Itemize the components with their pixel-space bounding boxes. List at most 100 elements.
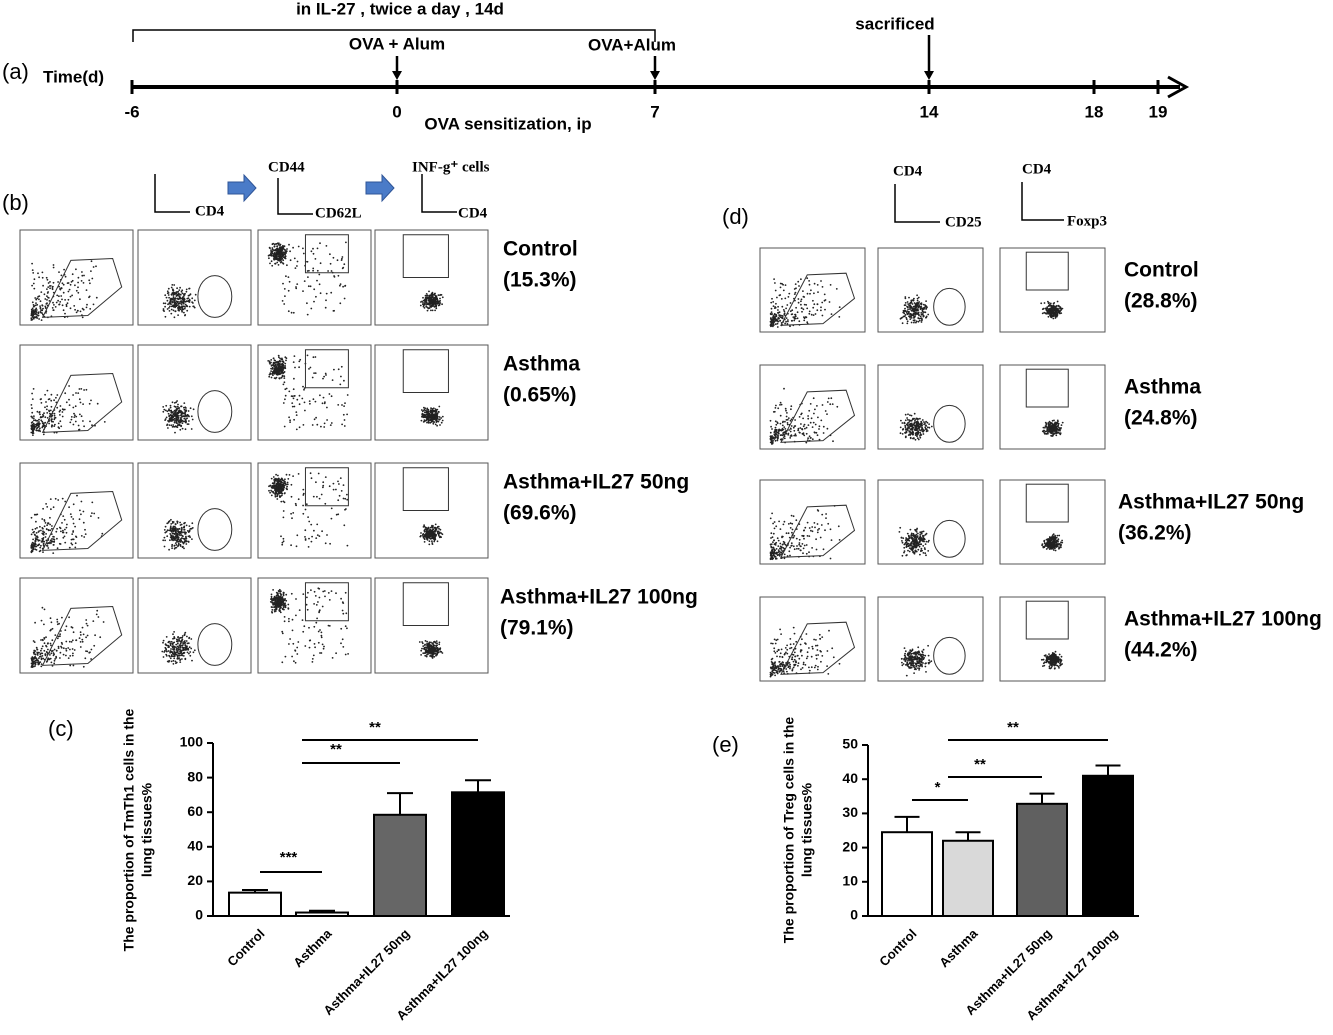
flow-dot — [1050, 314, 1053, 317]
flow-dot — [31, 269, 34, 271]
flow-dot — [162, 410, 165, 413]
flow-dot — [50, 405, 53, 408]
flow-dot — [93, 512, 96, 515]
flow-dot — [307, 516, 309, 518]
flow-dot — [342, 497, 345, 500]
timeline-tick-label: 14 — [920, 102, 939, 121]
flow-dot — [782, 283, 784, 286]
flow-dot — [183, 402, 186, 404]
flow-dot — [80, 415, 83, 418]
flow-dot — [46, 295, 48, 297]
flow-dot — [188, 637, 191, 640]
flow-dot — [270, 370, 272, 372]
gate-axes — [421, 174, 457, 213]
flow-dot — [47, 542, 50, 544]
flow-dot — [804, 427, 806, 430]
flow-dot — [62, 536, 65, 539]
flow-dot — [78, 388, 81, 390]
flow-dot — [337, 368, 340, 371]
flow-dot — [1055, 313, 1058, 316]
flow-dot — [340, 365, 343, 368]
flow-dot — [904, 424, 907, 427]
flow-dot — [307, 276, 309, 278]
panel-label: (a) — [2, 59, 29, 84]
flow-dot — [270, 361, 272, 364]
flow-dot — [805, 441, 808, 444]
flow-dot — [789, 310, 792, 313]
flow-dot — [329, 424, 332, 426]
flow-dot — [176, 287, 179, 290]
flow-dot — [771, 428, 773, 430]
flow-dot — [168, 420, 170, 423]
flow-dot — [173, 300, 176, 302]
flow-dot — [74, 546, 77, 549]
flow-dot — [426, 408, 428, 410]
flow-dot — [288, 280, 291, 283]
flow-dot — [286, 248, 288, 250]
flow-dot — [31, 407, 33, 410]
flow-dot — [39, 655, 41, 658]
flow-dot — [172, 309, 175, 312]
flow-dot — [165, 650, 168, 652]
flow-dot — [173, 650, 176, 653]
flow-dot — [51, 307, 54, 309]
flow-dot — [436, 417, 438, 420]
flow-dot — [279, 478, 282, 481]
flow-dot — [326, 534, 328, 536]
flow-dot — [426, 421, 428, 424]
flow-dot — [175, 643, 178, 646]
flow-dot — [95, 296, 98, 299]
flow-dot — [41, 309, 43, 312]
flow-dot — [276, 478, 279, 481]
flow-dot — [64, 275, 67, 278]
flow-dot — [45, 528, 48, 531]
flow-dot — [282, 483, 285, 486]
flow-dot — [814, 423, 817, 426]
flow-dot — [431, 299, 434, 302]
flow-dot — [35, 520, 37, 523]
gate-label: CD4 — [458, 205, 488, 221]
flow-dot — [184, 531, 186, 534]
flow-dot — [773, 316, 776, 318]
flow-dot — [437, 525, 440, 528]
flow-dot — [281, 541, 284, 544]
flow-dot — [919, 315, 922, 318]
flow-dot — [316, 247, 319, 250]
flow-dot — [906, 417, 908, 419]
flow-dot — [53, 536, 55, 538]
flow-dot — [422, 535, 424, 537]
flow-dot — [39, 307, 42, 310]
flow-dot — [34, 304, 37, 307]
flow-dot — [177, 304, 179, 306]
flow-dot — [33, 513, 36, 516]
flow-dot — [283, 377, 286, 379]
flow-dot — [906, 306, 909, 309]
flow-dot — [277, 372, 280, 374]
flow-dot — [272, 589, 274, 591]
flow-dot — [306, 596, 308, 599]
flow-dot — [72, 631, 75, 634]
flow-dot — [31, 426, 33, 429]
flow-dot — [305, 503, 308, 506]
flow-dot — [175, 648, 178, 650]
flow-dot — [1052, 313, 1055, 316]
flow-dot — [323, 645, 325, 648]
flow-dot — [777, 317, 779, 320]
flow-dot — [434, 296, 437, 298]
flow-dot — [30, 550, 33, 553]
flow-dot — [172, 413, 175, 416]
flow-dot — [60, 274, 63, 277]
flow-dot — [62, 529, 64, 532]
flow-dot — [921, 318, 923, 321]
flow-dot — [274, 605, 277, 607]
flow-dot — [320, 652, 323, 654]
flow-dot — [912, 299, 915, 301]
flow-dot — [807, 415, 809, 417]
flow-dot — [790, 425, 793, 427]
flow-dot — [788, 292, 791, 295]
flow-dot — [280, 487, 283, 490]
flow-dot — [184, 415, 187, 418]
flow-dot — [790, 418, 793, 421]
flow-dot — [34, 539, 37, 541]
flow-dot — [776, 322, 779, 325]
